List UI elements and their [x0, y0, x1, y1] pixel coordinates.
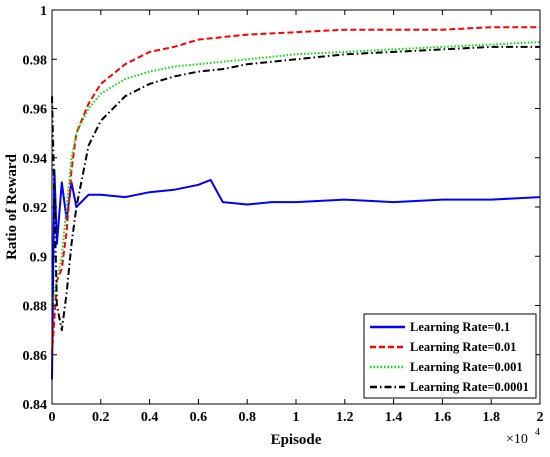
x-tick-label: 1.2 [336, 410, 354, 425]
y-tick-label: 0.94 [23, 152, 48, 167]
x-tick-label: 1.8 [482, 410, 500, 425]
x-tick-label: 0.8 [238, 410, 256, 425]
y-tick-label: 0.92 [23, 201, 48, 216]
x-tick-label: 2 [537, 410, 544, 425]
x-tick-label: 0.4 [141, 410, 159, 425]
legend: Learning Rate=0.1 Learning Rate=0.01 Learn… [363, 313, 537, 399]
y-tick-label: 0.98 [23, 53, 48, 68]
x-tick-label: 0 [49, 410, 56, 425]
y-tick-label: 0.86 [23, 349, 48, 364]
y-axis-label: Ratio of Reward [4, 153, 20, 259]
x-multiplier-base: ×10 [506, 432, 528, 447]
series-line-1 [51, 169, 541, 380]
legend-label-4: Learning Rate=0.0001 [410, 380, 529, 394]
x-tick-label: 0.6 [190, 410, 208, 425]
y-tick-label: 0.88 [23, 300, 48, 315]
series-layer [51, 26, 541, 380]
x-tick-label: 1.4 [385, 410, 403, 425]
y-tick-label: 0.9 [30, 250, 48, 265]
x-tick-label: 1.6 [434, 410, 452, 425]
x-multiplier-exponent: 4 [535, 427, 540, 438]
legend-label-3: Learning Rate=0.001 [410, 360, 523, 374]
series-line-3 [51, 41, 541, 306]
legend-label-1: Learning Rate=0.1 [410, 320, 510, 334]
legend-label-2: Learning Rate=0.01 [410, 340, 516, 354]
y-tick-label: 0.96 [23, 103, 48, 118]
x-tick-label: 1 [293, 410, 300, 425]
series-line-4 [51, 45, 540, 332]
x-multiplier: ×10 4 [506, 427, 540, 447]
x-axis-label: Episode [271, 432, 322, 448]
y-tick-label: 1 [40, 4, 47, 19]
ticks-layer: 0 0.2 0.4 0.6 0.8 1 1.2 1.4 1.6 1.8 2 0.84 0.86 0.88 0… [23, 4, 544, 425]
x-tick-label: 0.2 [92, 410, 110, 425]
y-tick-label: 0.84 [23, 398, 48, 413]
